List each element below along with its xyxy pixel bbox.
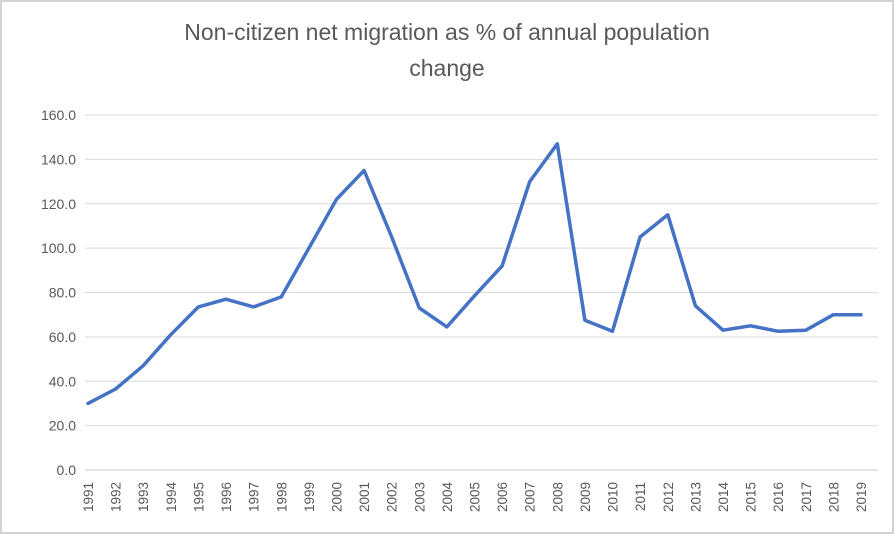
x-axis-tick-label: 2011 (633, 482, 648, 511)
x-axis-tick-label: 2005 (468, 482, 483, 512)
y-axis-tick-label: 60.0 (49, 329, 76, 345)
x-axis-tick-label: 1997 (247, 482, 262, 512)
x-axis-tick-label: 2018 (826, 482, 841, 512)
x-axis-tick-label: 2004 (440, 482, 455, 513)
x-axis-tick-label: 2009 (578, 482, 593, 512)
x-axis-tick-label: 2015 (744, 482, 759, 512)
y-axis-tick-label: 40.0 (49, 373, 76, 389)
x-axis-tick-label: 1993 (136, 482, 151, 512)
x-axis-tick-label: 2001 (357, 482, 372, 512)
x-axis-tick-label: 2012 (661, 482, 676, 512)
x-axis-tick-label: 2008 (550, 482, 565, 512)
x-axis-tick-label: 1995 (191, 482, 206, 512)
x-axis-tick-label: 2002 (385, 482, 400, 512)
x-axis-tick-label: 2019 (854, 482, 869, 512)
x-axis-tick-label: 2006 (495, 482, 510, 512)
x-axis-tick-label: 2000 (329, 482, 344, 512)
series-line (86, 142, 863, 406)
x-axis-tick-label: 2016 (771, 482, 786, 512)
x-axis-tick-label: 1998 (274, 482, 289, 512)
x-axis-tick-label: 1994 (164, 482, 179, 513)
x-axis-tick-label: 2003 (412, 482, 427, 512)
x-axis-tick-label: 2013 (688, 482, 703, 512)
y-axis-tick-label: 100.0 (41, 240, 76, 256)
x-axis-tick-label: 2010 (606, 482, 621, 512)
x-axis-tick-label: 2007 (523, 482, 538, 512)
y-axis-tick-label: 80.0 (49, 285, 76, 301)
x-axis-tick-label: 2014 (716, 482, 731, 513)
x-axis-tick-label: 1992 (109, 482, 124, 512)
y-axis-tick-label: 20.0 (49, 418, 76, 434)
x-axis-tick-label: 1996 (219, 482, 234, 512)
x-axis-tick-label: 2017 (799, 482, 814, 512)
y-axis-tick-label: 160.0 (41, 107, 76, 123)
y-axis-tick-label: 120.0 (41, 196, 76, 212)
y-axis-tick-label: 0.0 (57, 462, 77, 478)
x-axis-tick-label: 1999 (302, 482, 317, 512)
y-axis-tick-label: 140.0 (41, 151, 76, 167)
x-axis-tick-label: 1991 (81, 482, 96, 512)
